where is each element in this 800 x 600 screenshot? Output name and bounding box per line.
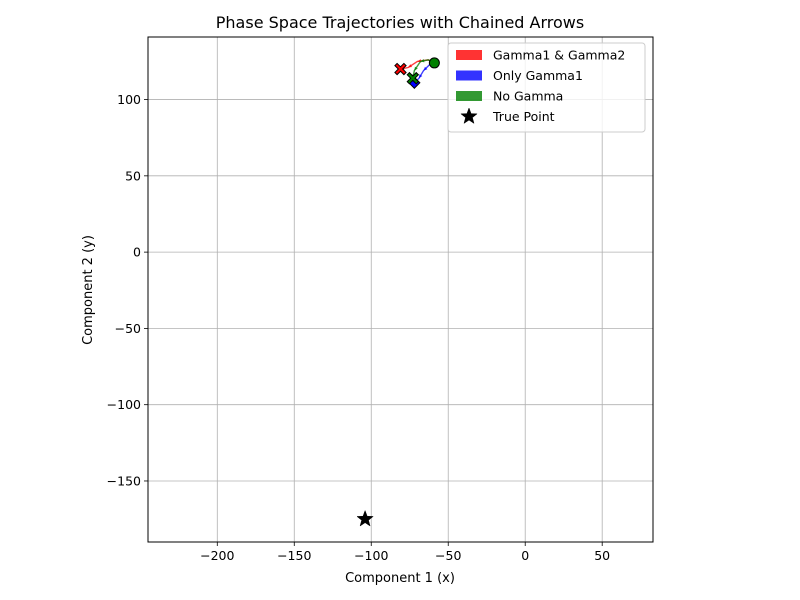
legend-label: Only Gamma1 [493, 68, 583, 83]
end-marker-no-gamma [406, 71, 420, 85]
legend-label: Gamma1 & Gamma2 [493, 48, 625, 63]
arrow-head [420, 59, 425, 63]
x-tick-label: −200 [200, 548, 234, 563]
legend-label: No Gamma [493, 89, 563, 104]
arrow-head [423, 66, 428, 71]
arrow-head [418, 74, 423, 79]
axis-ticks: −200 −150 −100 −50 0 50 −150 −100 −50 0 50 100 [107, 92, 611, 563]
legend: Gamma1 & Gamma2 Only Gamma1 No Gamma True P… [447, 42, 646, 133]
chart-title: Phase Space Trajectories with Chained Ar… [216, 13, 584, 32]
series-layer [356, 57, 440, 527]
legend-swatch [456, 70, 482, 81]
y-tick-label: 0 [133, 245, 141, 260]
y-axis-label: Component 2 (y) [81, 235, 96, 345]
arrow-head [408, 64, 413, 68]
start-point-marker [428, 57, 440, 69]
x-tick-label: −150 [277, 548, 311, 563]
end-marker-gamma1-gamma2 [394, 62, 407, 76]
x-tick-label: 50 [594, 548, 610, 563]
plot-area-frame [147, 36, 654, 543]
legend-label: True Point [492, 109, 555, 124]
legend-swatch [456, 91, 482, 101]
legend-swatch [456, 50, 482, 60]
true-point-marker [356, 509, 374, 527]
y-tick-label: 50 [125, 168, 141, 183]
legend-box [447, 42, 646, 133]
x-tick-label: 0 [521, 548, 529, 563]
y-tick-label: −50 [115, 321, 141, 336]
y-tick-label: −100 [107, 397, 141, 412]
x-axis-label: Component 1 (x) [345, 571, 455, 586]
y-tick-label: 100 [117, 92, 141, 107]
y-tick-label: −150 [107, 473, 141, 488]
legend-star-icon [460, 107, 478, 124]
x-tick-label: −100 [354, 548, 388, 563]
x-tick-label: −50 [435, 548, 461, 563]
arrow-head [414, 66, 418, 71]
